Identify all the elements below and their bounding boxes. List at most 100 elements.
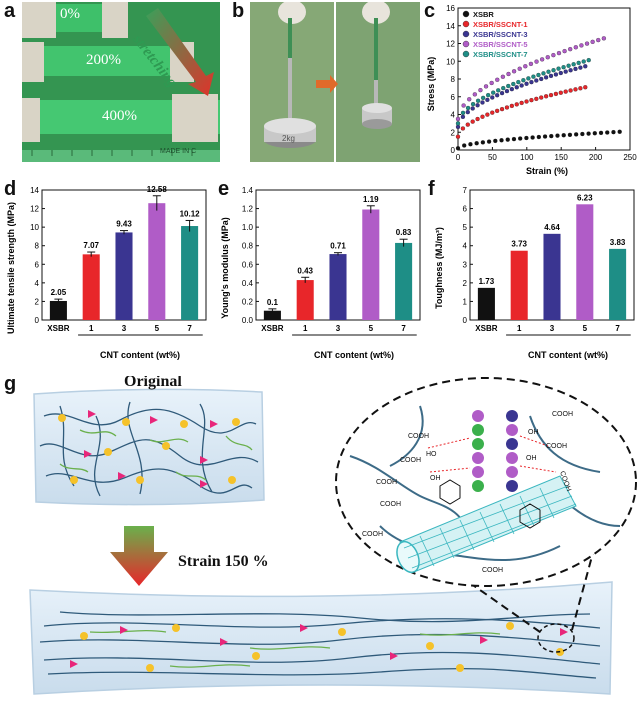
strain-label-200: 200%	[86, 52, 121, 68]
c-ytick-label: 14	[446, 22, 455, 31]
c-xtick-label: 0	[456, 153, 461, 162]
c-data-point	[506, 83, 511, 89]
d-xlabel: CNT content (wt%)	[100, 350, 180, 360]
photo-load-test: 2kg	[250, 2, 420, 162]
value-label: 1.73	[479, 277, 495, 286]
c-ytick-label: 10	[446, 57, 455, 66]
c-data-point	[509, 87, 514, 92]
category-label: 1	[303, 324, 308, 333]
chart-toughness: Toughness (MJ/m³) CNT content (wt%) 0 1 2 3…	[434, 186, 635, 360]
c-data-point	[601, 36, 607, 41]
c-ytick-label: 12	[446, 40, 455, 49]
group-label: OH	[526, 455, 537, 462]
group-label: COOH	[400, 457, 421, 464]
c-xtick-label: 250	[623, 153, 637, 162]
c-data-point	[586, 58, 591, 63]
carbon-nanotube	[396, 475, 577, 574]
c-data-point	[536, 72, 541, 78]
ytick-label: 1	[463, 297, 468, 306]
c-data-point	[583, 85, 588, 90]
value-label: 0.71	[330, 242, 346, 251]
c-xtick-label: 200	[589, 153, 603, 162]
group-label: COOH	[376, 479, 397, 486]
ytick-label: 0	[463, 316, 468, 325]
strain-arrow	[110, 526, 168, 586]
value-label: 0.83	[396, 228, 412, 237]
value-label: 1.19	[363, 195, 379, 204]
group-label: OH	[430, 475, 441, 482]
c-xtick-label: 150	[555, 153, 569, 162]
c-data-point	[500, 74, 506, 79]
c-data-point	[490, 95, 495, 100]
c-data-point	[551, 68, 556, 73]
c-data-point	[561, 65, 566, 70]
c-data-point	[516, 79, 521, 85]
c-data-point	[499, 106, 505, 112]
value-label: 6.23	[577, 193, 593, 202]
group-label: COOH	[380, 501, 401, 508]
c-data-point	[571, 62, 576, 67]
functional-groups: COOH COOH OH COOH HO COOH COOH OH COOH O…	[362, 411, 573, 574]
category-label: 7	[401, 324, 406, 333]
value-label: 3.83	[610, 238, 626, 247]
c-legend-marker	[462, 10, 470, 18]
c-data-point	[526, 76, 531, 81]
group-label: COOH	[362, 531, 383, 538]
value-label: 10.12	[180, 209, 201, 218]
c-data-point	[483, 84, 489, 89]
c-data-point	[517, 66, 522, 71]
c-data-point	[524, 135, 529, 141]
c-data-point	[465, 109, 470, 115]
strain-label-400: 400%	[102, 108, 137, 124]
c-ytick-label: 8	[451, 75, 456, 84]
c-data-point	[506, 71, 511, 77]
c-data-point	[605, 130, 610, 135]
c-data-point	[480, 100, 485, 105]
c-data-point	[528, 61, 534, 67]
c-data-point	[460, 110, 466, 115]
c-data-point	[485, 112, 490, 117]
c-data-point	[549, 133, 554, 139]
c-data-point	[611, 130, 616, 135]
ytick-label: 0.2	[242, 297, 254, 306]
bar	[148, 203, 166, 320]
c-data-point	[573, 66, 578, 72]
c-data-point	[556, 66, 561, 71]
c-xlabel: Strain (%)	[526, 166, 568, 176]
c-legend-label: XSBR/SSCNT-5	[473, 40, 528, 49]
group-label: COOH	[552, 411, 573, 418]
c-data-point	[509, 103, 514, 109]
ytick-label: 4	[463, 242, 468, 251]
bar	[263, 310, 281, 320]
panel-label-b: b	[232, 0, 245, 22]
bar	[510, 250, 528, 320]
group-label: HO	[426, 451, 437, 458]
c-data-point	[460, 126, 466, 131]
c-data-point	[530, 135, 535, 140]
c-data-point	[561, 133, 566, 138]
c-legend-marker	[462, 40, 470, 48]
c-data-point	[511, 136, 517, 142]
c-legend-label: XSBR	[473, 10, 494, 19]
c-data-point	[486, 93, 491, 98]
category-label: 5	[583, 324, 588, 333]
d-ylabel: Ultimate tensile strength (MPa)	[6, 202, 16, 334]
c-data-point	[542, 134, 548, 139]
c-data-point	[475, 98, 481, 103]
c-data-point	[531, 74, 536, 79]
c-data-point	[580, 131, 585, 137]
ytick-label: 1.2	[242, 205, 254, 214]
original-slab	[33, 388, 265, 506]
original-label: Original	[124, 376, 182, 390]
c-data-point	[576, 60, 581, 66]
c-data-point	[495, 108, 500, 113]
value-label: 12.58	[147, 185, 168, 194]
ytick-label: 2	[463, 279, 468, 288]
panel-label-c: c	[424, 0, 436, 22]
c-data-point	[455, 116, 461, 122]
chart-tensile-strength: Ultimate tensile strength (MPa) CNT cont…	[6, 185, 207, 360]
c-ylabel: Stress (MPa)	[426, 57, 436, 112]
c-data-point	[584, 41, 590, 46]
ytick-label: 5	[463, 223, 468, 232]
c-ytick-label: 6	[451, 93, 456, 102]
